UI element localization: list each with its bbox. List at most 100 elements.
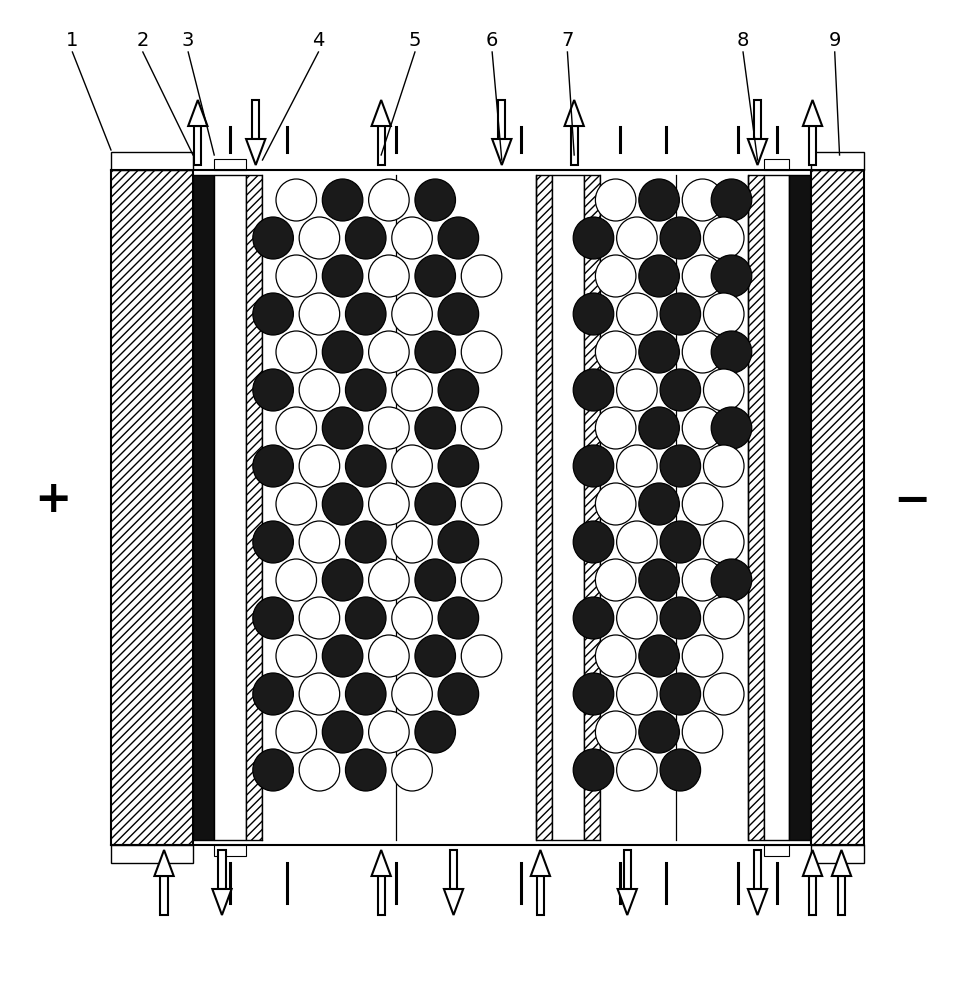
Circle shape [345,597,386,639]
Circle shape [660,445,701,487]
Polygon shape [618,889,637,915]
Polygon shape [803,850,822,876]
Circle shape [276,255,317,297]
Bar [754,100,761,139]
Circle shape [392,597,432,639]
Circle shape [276,711,317,753]
Polygon shape [188,100,207,126]
Circle shape [299,597,340,639]
Circle shape [322,483,363,525]
Bar [111,170,193,845]
Text: 5: 5 [409,30,421,49]
Text: 1: 1 [67,30,78,49]
Circle shape [253,217,293,259]
Circle shape [253,445,293,487]
Bar [214,159,246,170]
Circle shape [461,255,502,297]
Circle shape [415,559,455,601]
Bar [214,175,246,840]
Polygon shape [531,850,550,876]
Circle shape [276,179,317,221]
Circle shape [276,331,317,373]
Circle shape [639,559,679,601]
Circle shape [345,217,386,259]
Circle shape [392,293,432,335]
Circle shape [438,597,479,639]
Circle shape [573,597,614,639]
Circle shape [276,635,317,677]
Circle shape [617,369,657,411]
Polygon shape [803,100,822,126]
Bar [214,845,246,856]
Circle shape [345,673,386,715]
Circle shape [438,293,479,335]
Circle shape [573,445,614,487]
Circle shape [322,331,363,373]
Circle shape [617,521,657,563]
Circle shape [617,597,657,639]
Bar [377,876,385,915]
Circle shape [276,483,317,525]
Circle shape [392,521,432,563]
Circle shape [345,445,386,487]
Bar [552,175,584,840]
Circle shape [369,635,409,677]
Text: 3: 3 [182,30,194,49]
Circle shape [639,255,679,297]
Circle shape [660,369,701,411]
Text: 4: 4 [313,30,324,49]
Circle shape [617,749,657,791]
Circle shape [639,331,679,373]
Circle shape [682,483,723,525]
Bar [377,126,385,165]
Circle shape [438,673,479,715]
Circle shape [639,711,679,753]
Circle shape [345,293,386,335]
Circle shape [369,483,409,525]
Circle shape [682,635,723,677]
Circle shape [711,331,752,373]
Bar [789,175,811,840]
Bar [498,100,506,139]
Circle shape [438,445,479,487]
Circle shape [299,369,340,411]
Circle shape [660,293,701,335]
Circle shape [573,521,614,563]
Circle shape [703,369,744,411]
Bar [764,159,789,170]
Circle shape [595,407,636,449]
Circle shape [682,559,723,601]
Circle shape [322,179,363,221]
Circle shape [617,673,657,715]
Polygon shape [246,139,265,165]
Circle shape [595,483,636,525]
Circle shape [415,483,455,525]
Circle shape [639,407,679,449]
Polygon shape [372,100,391,126]
Circle shape [415,255,455,297]
Circle shape [573,293,614,335]
Circle shape [711,559,752,601]
Bar [111,845,193,863]
Circle shape [595,255,636,297]
Circle shape [617,217,657,259]
Circle shape [595,635,636,677]
Bar [246,175,262,840]
Circle shape [703,521,744,563]
Circle shape [711,179,752,221]
Circle shape [573,217,614,259]
Bar [623,850,631,889]
Circle shape [461,407,502,449]
Circle shape [253,369,293,411]
Circle shape [703,217,744,259]
Circle shape [595,559,636,601]
Circle shape [438,521,479,563]
Circle shape [415,331,455,373]
Circle shape [617,293,657,335]
Polygon shape [492,139,511,165]
Circle shape [703,445,744,487]
Circle shape [639,483,679,525]
Circle shape [415,407,455,449]
Bar [811,170,864,845]
Text: −: − [894,479,930,522]
